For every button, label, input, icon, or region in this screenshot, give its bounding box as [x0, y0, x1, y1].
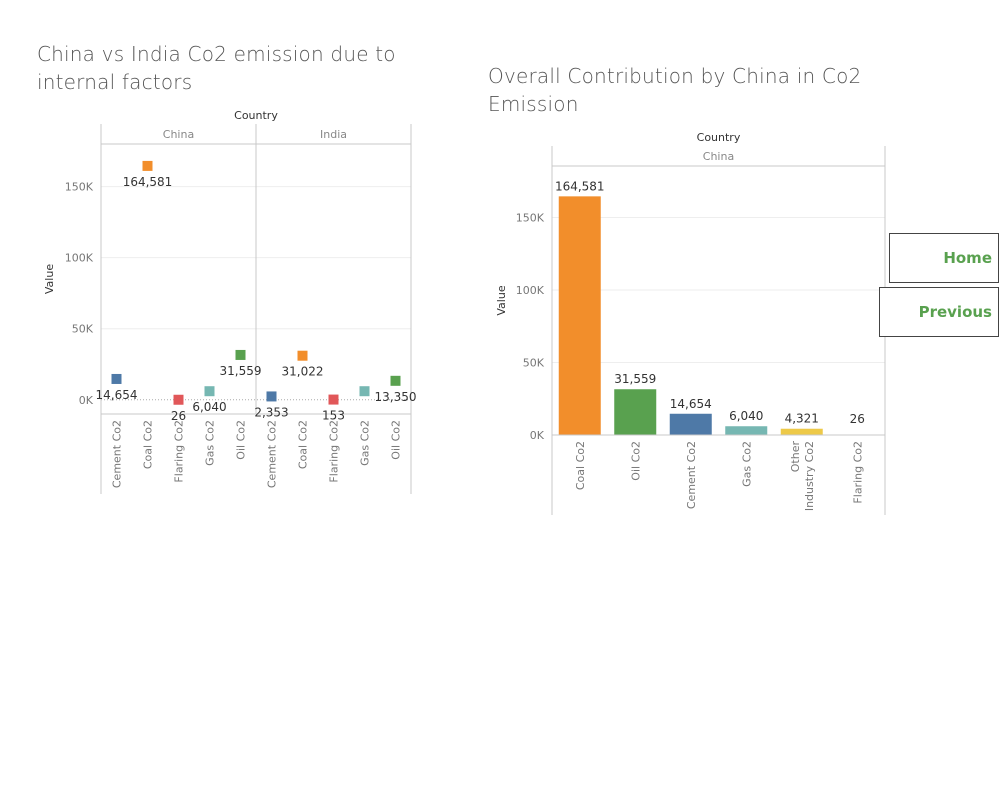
home-button[interactable]: Home [889, 233, 999, 283]
column-header: Country [234, 109, 278, 122]
x-tick-label-group: Gas Co2 [740, 441, 753, 487]
data-label-gas-co2: 6,040 [729, 409, 763, 423]
point-china-flaring-co2 [173, 394, 184, 405]
data-label-oil-co2: 31,559 [614, 372, 656, 386]
bar-cement-co2 [669, 413, 712, 435]
data-label-coal-co2: 164,581 [555, 179, 605, 193]
y-tick-label: 150K [65, 181, 94, 194]
bar-oil-co2 [614, 389, 657, 435]
x-tick-label: Cement Co2 [111, 420, 124, 488]
previous-button[interactable]: Previous [879, 287, 999, 337]
point-india-gas-co2 [359, 386, 370, 397]
x-tick-label-group: Cement Co2 [685, 441, 698, 509]
x-tick-label: Oil Co2 [629, 441, 642, 481]
bar-gas-co2 [725, 426, 768, 435]
y-axis-label: Value [43, 264, 56, 294]
x-tick-label: Coal Co2 [574, 441, 587, 490]
point-china-gas-co2 [204, 386, 215, 397]
x-tick-label-group: Coal Co2 [574, 441, 587, 490]
x-tick-label: Gas Co2 [359, 420, 372, 466]
data-label-china-gas-co2: 6,040 [192, 400, 226, 414]
x-tick-label: Flaring Co2 [328, 420, 341, 483]
x-tick-label: Gas Co2 [204, 420, 217, 466]
x-tick-label: Oil Co2 [235, 420, 248, 460]
x-tick-label-group: Flaring Co2 [851, 441, 864, 504]
point-india-oil-co2 [390, 375, 401, 386]
bar-coal-co2 [558, 196, 601, 435]
x-tick-label: Coal Co2 [142, 420, 155, 469]
y-tick-label: 50K [523, 357, 545, 370]
data-label-india-flaring-co2: 153 [322, 409, 345, 423]
x-tick-label: Flaring Co2 [173, 420, 186, 483]
y-tick-label: 50K [72, 323, 94, 336]
left-chart-title: China vs India Co2 emission due to inter… [37, 42, 396, 94]
point-china-cement-co2 [111, 373, 122, 384]
x-tick-label: Cement Co2 [266, 420, 279, 488]
x-tick-label: Other [789, 441, 802, 473]
y-axis-label: Value [495, 285, 508, 315]
x-tick-label: Cement Co2 [685, 441, 698, 509]
panel-header-china: China [703, 150, 734, 163]
right-chart-title: Overall Contribution by China in Co2 Emi… [488, 64, 862, 116]
point-china-coal-co2 [142, 160, 153, 171]
x-tick-label: Oil Co2 [390, 420, 403, 460]
y-tick-label: 150K [516, 212, 545, 225]
panel-header-china: China [163, 128, 194, 141]
x-tick-label: Industry Co2 [803, 441, 816, 511]
data-label-other-industry-co2: 4,321 [785, 412, 819, 426]
data-label-india-coal-co2: 31,022 [282, 365, 324, 379]
y-tick-label: 0K [530, 429, 545, 442]
y-tick-label: 100K [516, 284, 545, 297]
data-label-flaring-co2: 26 [850, 412, 865, 426]
data-label-china-flaring-co2: 26 [171, 409, 186, 423]
x-tick-label: Flaring Co2 [851, 441, 864, 504]
column-header: Country [697, 131, 741, 144]
data-label-india-oil-co2: 13,350 [375, 390, 417, 404]
point-china-oil-co2 [235, 349, 246, 360]
bar-other-industry-co2 [780, 428, 823, 435]
data-label-china-cement-co2: 14,654 [96, 388, 138, 402]
point-india-flaring-co2 [328, 394, 339, 405]
data-label-india-cement-co2: 2,353 [254, 405, 288, 419]
y-tick-label: 100K [65, 252, 94, 265]
panel-header-india: India [320, 128, 347, 141]
x-tick-label: Gas Co2 [740, 441, 753, 487]
x-tick-label: Coal Co2 [297, 420, 310, 469]
point-india-cement-co2 [266, 391, 277, 402]
x-tick-label-group: Other Industry Co2 [789, 441, 816, 512]
data-label-china-oil-co2: 31,559 [220, 364, 262, 378]
x-tick-label-group: Oil Co2 [629, 441, 642, 481]
data-label-china-coal-co2: 164,581 [123, 175, 173, 189]
data-label-cement-co2: 14,654 [670, 397, 712, 411]
point-india-coal-co2 [297, 350, 308, 361]
y-tick-label: 0K [79, 394, 94, 407]
